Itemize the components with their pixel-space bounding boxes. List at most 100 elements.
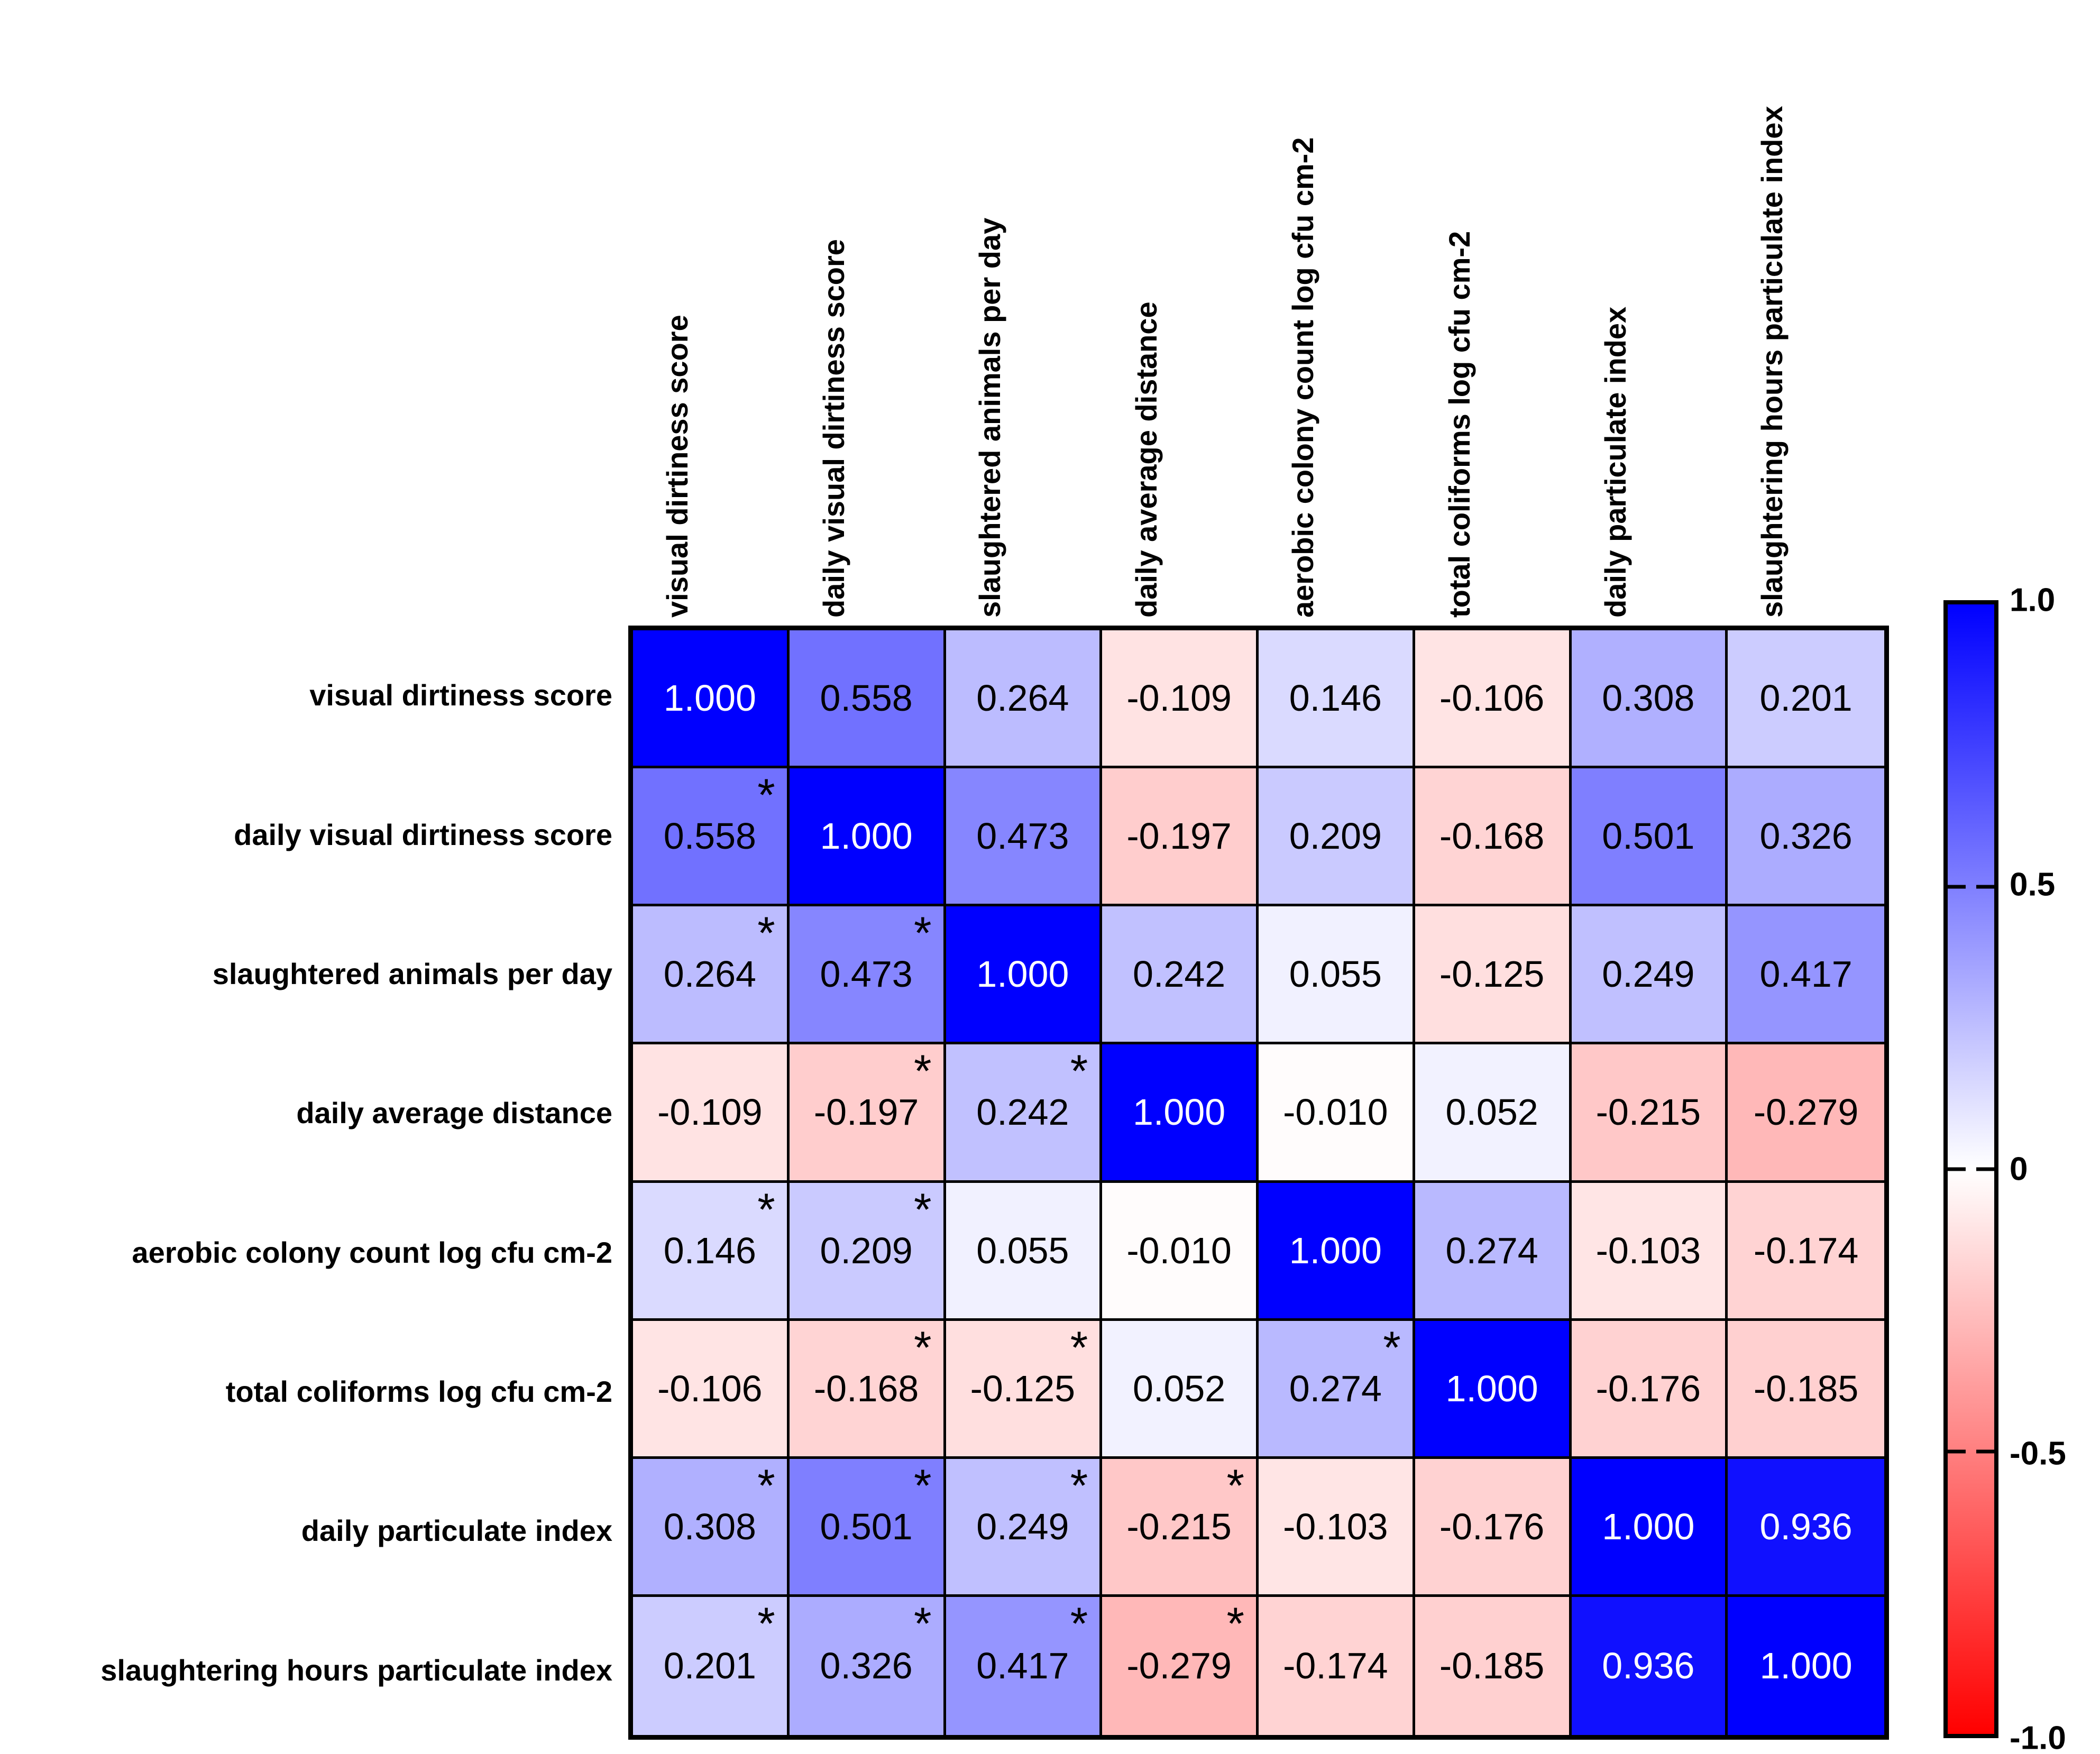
cell-value: 0.249 <box>1602 953 1695 995</box>
matrix-cell: -0.106 <box>1415 630 1572 769</box>
significance-asterisk: * <box>757 1184 775 1235</box>
cell-value: 1.000 <box>820 815 913 857</box>
significance-asterisk: * <box>914 1322 932 1373</box>
colorbar-tick <box>1976 885 1994 889</box>
significance-asterisk: * <box>757 1460 775 1511</box>
colorbar <box>1943 600 1998 1738</box>
matrix-cell: -0.168 * <box>789 1320 946 1459</box>
cell-value: 0.417 <box>976 1645 1069 1687</box>
matrix-cell: 1.000 <box>789 768 946 907</box>
cell-value: 0.242 <box>976 1091 1069 1133</box>
colorbar-tick <box>1948 1167 1966 1171</box>
colorbar-tick-label: -1.0 <box>2010 1720 2066 1754</box>
cell-value: 0.264 <box>976 677 1069 719</box>
matrix-cell: 1.000 <box>1415 1320 1572 1459</box>
significance-asterisk: * <box>757 908 775 959</box>
colorbar-tick <box>1976 1167 1994 1171</box>
cell-value: -0.106 <box>1439 677 1545 719</box>
cell-value: 1.000 <box>1445 1367 1538 1409</box>
cell-value: 0.274 <box>1445 1229 1538 1271</box>
matrix-cell: -0.125 * <box>946 1320 1103 1459</box>
cell-value: 0.249 <box>976 1505 1069 1547</box>
matrix-cell: 0.242 * <box>946 1044 1103 1183</box>
matrix-cell: -0.168 <box>1415 768 1572 907</box>
matrix-cell: 0.242 <box>1102 906 1259 1045</box>
cell-value: 1.000 <box>1602 1505 1695 1547</box>
row-label: total coliforms log cfu cm-2 <box>225 1375 612 1409</box>
matrix-cell: 1.000 <box>1728 1596 1884 1735</box>
column-label: slaughtered animals per day <box>973 217 1007 618</box>
cell-value: 0.326 <box>820 1645 913 1687</box>
matrix-cell: -0.279 * <box>1102 1596 1259 1735</box>
matrix-cell: -0.174 <box>1728 1182 1884 1321</box>
cell-value: 0.473 <box>976 815 1069 857</box>
cell-value: -0.103 <box>1595 1229 1701 1271</box>
cell-value: 1.000 <box>663 677 756 719</box>
cell-value: 0.242 <box>1133 953 1226 995</box>
significance-asterisk: * <box>1070 1460 1088 1511</box>
matrix-cell: 0.558 <box>789 630 946 769</box>
matrix-cell: -0.215 * <box>1102 1458 1259 1597</box>
cell-value: -0.215 <box>1126 1505 1232 1547</box>
matrix-cell: -0.109 <box>1102 630 1259 769</box>
cell-value: -0.215 <box>1595 1091 1701 1133</box>
significance-asterisk: * <box>914 908 932 959</box>
cell-value: 1.000 <box>1759 1645 1853 1687</box>
cell-value: 0.146 <box>1289 677 1382 719</box>
matrix-cell: 0.308 * <box>633 1458 790 1597</box>
cell-value: 0.558 <box>820 677 913 719</box>
matrix-cell: -0.103 <box>1571 1182 1728 1321</box>
cell-value: -0.197 <box>1126 815 1232 857</box>
cell-value: 0.558 <box>663 815 756 857</box>
row-label: daily particulate index <box>301 1514 612 1548</box>
matrix-cell: 0.501 * <box>789 1458 946 1597</box>
matrix-cell: -0.106 <box>633 1320 790 1459</box>
column-label: total coliforms log cfu cm-2 <box>1442 231 1476 618</box>
matrix-cell: -0.215 <box>1571 1044 1728 1183</box>
row-label: visual dirtiness score <box>309 678 612 712</box>
matrix-cell: 0.264 * <box>633 906 790 1045</box>
matrix-cell: 0.501 <box>1571 768 1728 907</box>
cell-value: 0.209 <box>820 1229 913 1271</box>
row-label: aerobic colony count log cfu cm-2 <box>132 1235 612 1269</box>
matrix-cell: 0.209 * <box>789 1182 946 1321</box>
colorbar-tick-label: 0 <box>2010 1151 2028 1188</box>
matrix-cell: 1.000 <box>946 906 1103 1045</box>
matrix-cell: 0.326 <box>1728 768 1884 907</box>
significance-asterisk: * <box>1070 1598 1088 1649</box>
colorbar-tick <box>1948 1449 1966 1454</box>
matrix-cell: 0.473 * <box>789 906 946 1045</box>
cell-value: -0.125 <box>970 1367 1076 1409</box>
cell-value: 0.052 <box>1133 1367 1226 1409</box>
matrix-cell: 0.936 <box>1728 1458 1884 1597</box>
cell-value: 0.055 <box>976 1229 1069 1271</box>
cell-value: 0.264 <box>663 953 756 995</box>
matrix-cell: 0.558 * <box>633 768 790 907</box>
cell-value: 0.936 <box>1602 1645 1695 1687</box>
matrix-cell: -0.109 <box>633 1044 790 1183</box>
matrix-cell: 0.274 <box>1415 1182 1572 1321</box>
cell-value: -0.176 <box>1439 1505 1545 1547</box>
cell-value: -0.176 <box>1595 1367 1701 1409</box>
matrix-cell: -0.010 <box>1259 1044 1415 1183</box>
matrix-cell: -0.279 <box>1728 1044 1884 1183</box>
row-label: daily visual dirtiness score <box>234 818 612 851</box>
colorbar-tick-label: 1.0 <box>2010 582 2056 619</box>
significance-asterisk: * <box>1070 1322 1088 1373</box>
cell-value: 0.055 <box>1289 953 1382 995</box>
matrix-cell: 0.052 <box>1415 1044 1572 1183</box>
cell-value: 0.308 <box>1602 677 1695 719</box>
significance-asterisk: * <box>914 1046 932 1097</box>
cell-value: 0.417 <box>1759 953 1853 995</box>
row-labels: visual dirtiness score daily visual dirti… <box>0 626 620 1740</box>
row-label: slaughtered animals per day <box>212 957 612 990</box>
row-label: slaughtering hours particulate index <box>100 1653 612 1687</box>
column-label: slaughtering hours particulate index <box>1755 106 1789 618</box>
matrix-cell: 1.000 <box>1102 1044 1259 1183</box>
matrix-cell: -0.185 <box>1728 1320 1884 1459</box>
row-label: daily average distance <box>296 1096 612 1130</box>
matrix-cell: 0.052 <box>1102 1320 1259 1459</box>
cell-value: -0.168 <box>813 1367 919 1409</box>
cell-value: 0.308 <box>663 1505 756 1547</box>
